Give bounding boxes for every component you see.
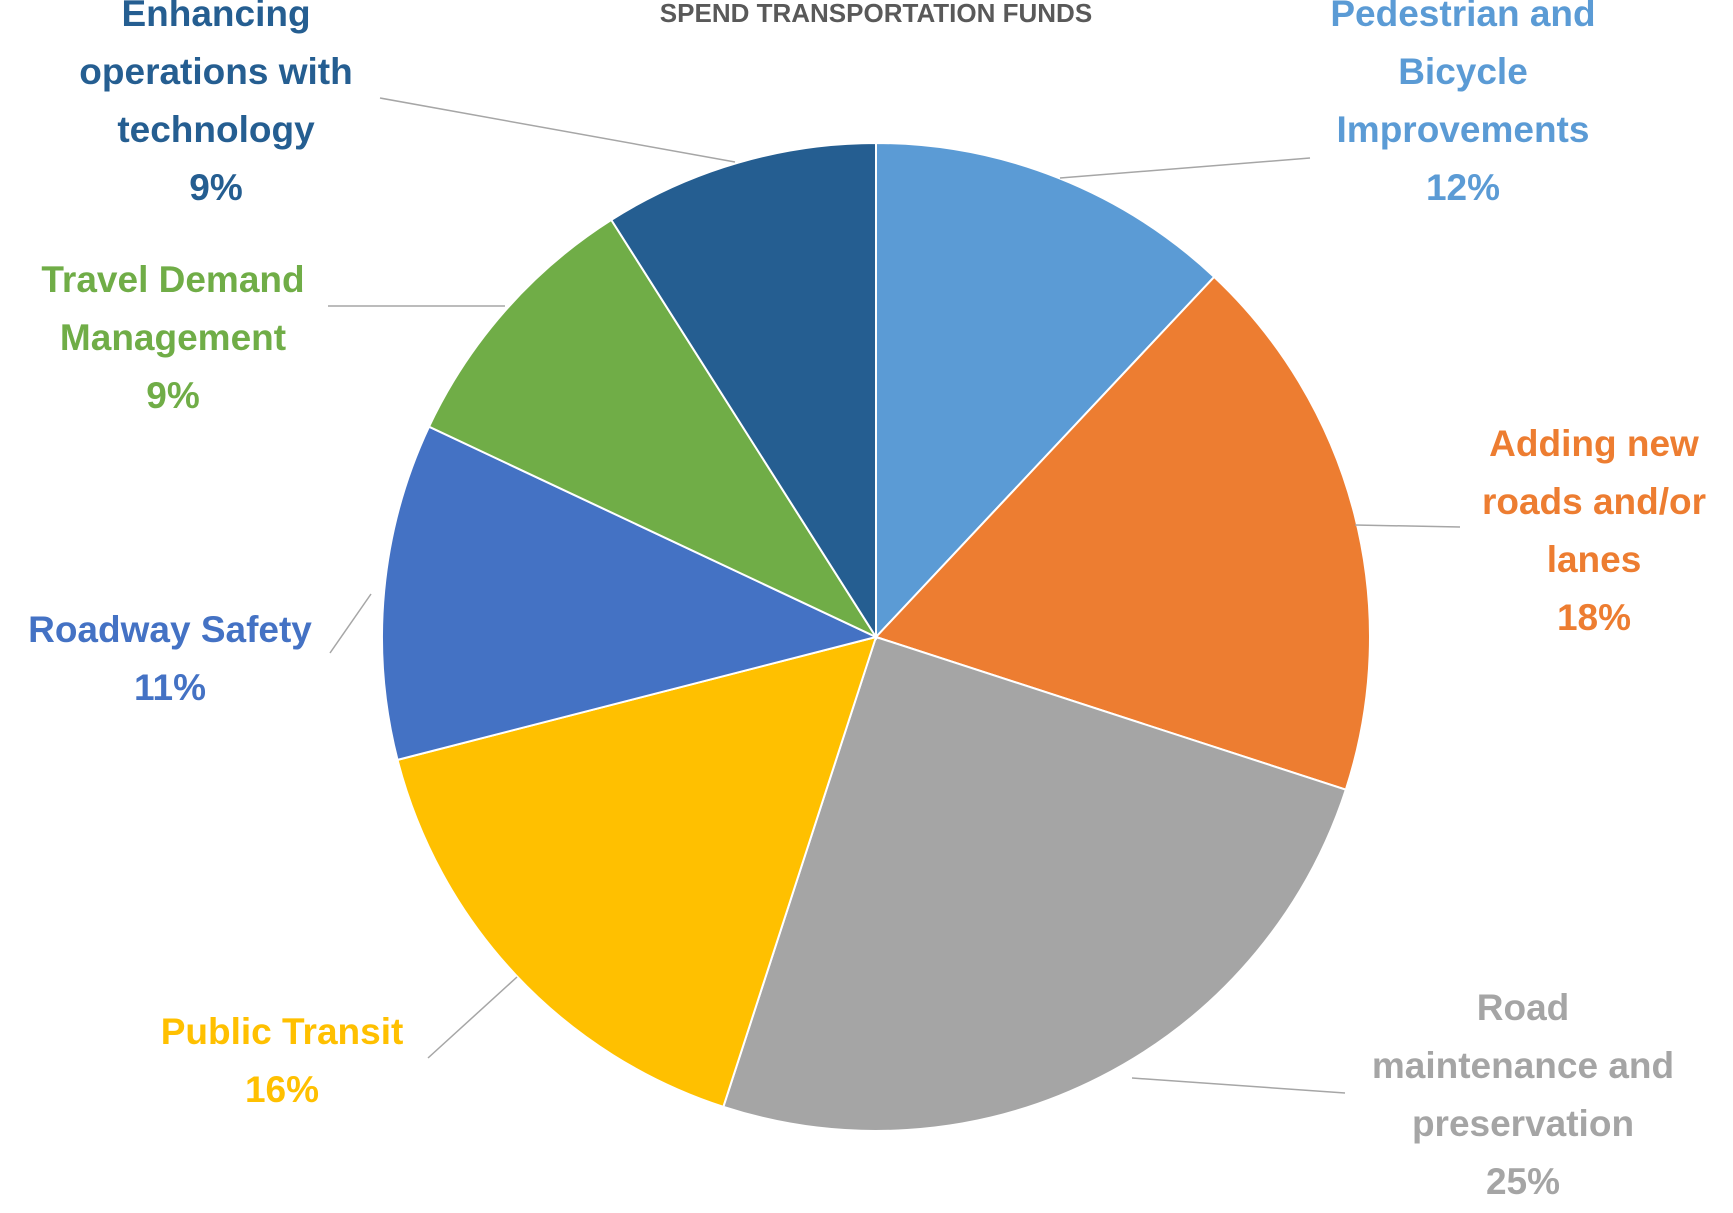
data-label-pedestrian-and-bicycle-improvements: Pedestrian and Bicycle Improvements 12% [1330, 0, 1595, 208]
data-label-road-maintenance-and-preservation: Road maintenance and preservation 25% [1372, 987, 1674, 1202]
slice-value-label: 18% [1557, 597, 1631, 638]
slice-name-line: Enhancing [121, 0, 310, 34]
leader-line-public-transit [427, 976, 518, 1059]
slice-name-line: Public Transit [161, 1011, 404, 1052]
leader-line-adding-new-roads-and-or-lanes [1354, 524, 1461, 528]
leader-line-road-maintenance-and-preservation [1131, 1077, 1346, 1094]
slice-name-line: Improvements [1337, 109, 1590, 150]
slice-name-line: Adding new [1489, 423, 1699, 464]
slice-value-label: 25% [1486, 1161, 1560, 1202]
slice-name-line: lanes [1547, 539, 1642, 580]
slice-value-label: 11% [134, 667, 206, 708]
data-label-travel-demand-management: Travel Demand Management 9% [41, 259, 304, 416]
pie-slice-enhancing-operations-with-technology [609, 141, 877, 641]
pie-slices [381, 141, 1371, 1132]
chart-title: SPEND TRANSPORTATION FUNDS [660, 0, 1092, 28]
pie-slice-adding-new-roads-and-or-lanes [874, 275, 1371, 791]
pie-slice-pedestrian-and-bicycle-improvements [875, 141, 1216, 640]
data-label-public-transit: Public Transit 16% [161, 1011, 404, 1110]
leader-line-roadway-safety [329, 593, 372, 654]
slice-labels: Pedestrian and Bicycle Improvements 12% Addi… [28, 0, 1706, 1202]
slice-name-line: Roadway Safety [28, 609, 312, 650]
slice-name-line: maintenance and [1372, 1045, 1674, 1086]
pie-slice-roadway-safety [381, 425, 879, 762]
slice-value-label: 12% [1426, 167, 1500, 208]
slice-name-line: roads and/or [1482, 481, 1706, 522]
slice-name-line: Bicycle [1398, 51, 1528, 92]
slice-name-line: Travel Demand [41, 259, 304, 300]
data-label-enhancing-operations-with-technology: Enhancing operations with technology 9% [79, 0, 352, 208]
pie-slice-road-maintenance-and-preservation [722, 635, 1348, 1132]
leader-line-enhancing-operations-with-technology [379, 97, 736, 163]
pie-slice-public-transit [396, 635, 878, 1109]
slice-name-line: Management [60, 317, 286, 358]
leader-line-pedestrian-and-bicycle-improvements [1059, 157, 1311, 179]
slice-name-line: operations with [79, 51, 352, 92]
slice-name-line: Pedestrian and [1330, 0, 1595, 34]
slice-name-line: preservation [1412, 1103, 1634, 1144]
slice-value-label: 9% [189, 167, 242, 208]
slice-value-label: 9% [146, 375, 199, 416]
slice-name-line: Road [1477, 987, 1570, 1028]
slice-value-label: 16% [245, 1069, 319, 1110]
data-label-adding-new-roads-and-or-lanes: Adding new roads and/or lanes 18% [1482, 423, 1706, 638]
pie-slice-travel-demand-management [427, 218, 879, 640]
slice-name-line: technology [117, 109, 315, 150]
data-label-roadway-safety: Roadway Safety 11% [28, 609, 312, 708]
leader-lines [328, 97, 1461, 1094]
